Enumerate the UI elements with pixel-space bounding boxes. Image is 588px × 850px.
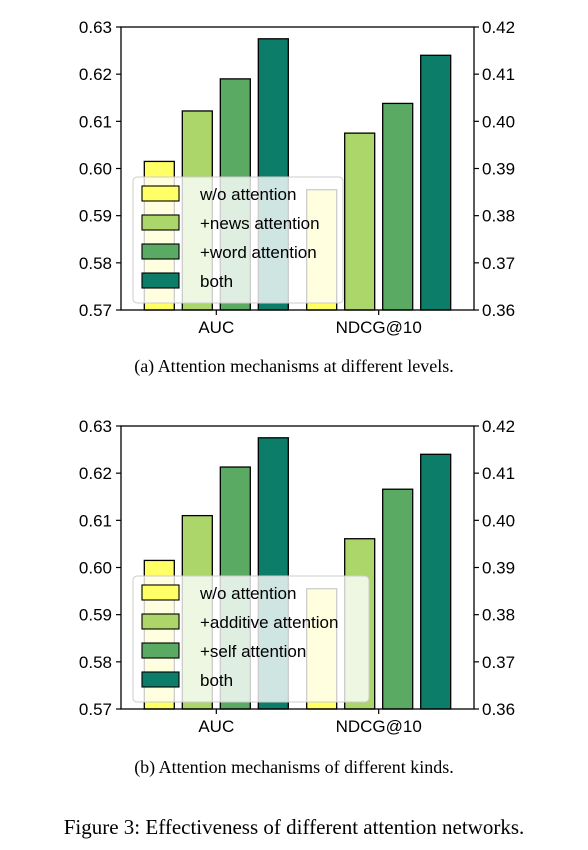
chart-a: 0.57 0.58 0.59 0.60 0.61 0.62 0.63 0.36 0.37 0.38… xyxy=(79,18,515,337)
legend-swatch xyxy=(141,613,180,630)
right-tick-label: 0.37 xyxy=(482,254,515,273)
right-tick-label: 0.36 xyxy=(482,700,515,719)
left-tick-label: 0.61 xyxy=(79,511,112,530)
chart-b: 0.57 0.58 0.59 0.60 0.61 0.62 0.63 0.36 0.37 0.38… xyxy=(79,417,515,736)
right-tick-label: 0.42 xyxy=(482,417,515,436)
left-tick-label: 0.62 xyxy=(79,464,112,483)
legend-swatch xyxy=(141,185,180,202)
legend-label: both xyxy=(200,671,233,690)
bar-ndcg-s2 xyxy=(382,102,414,311)
legend-label: w/o attention xyxy=(199,185,296,204)
right-tick-label: 0.36 xyxy=(482,301,515,320)
figure-caption: Figure 3: Effectiveness of different att… xyxy=(63,815,525,839)
left-tick-label: 0.60 xyxy=(79,160,112,179)
bar-ndcg-s3 xyxy=(420,453,452,710)
left-tick-label: 0.57 xyxy=(79,301,112,320)
left-tick-label: 0.59 xyxy=(79,606,112,625)
left-tick-label: 0.58 xyxy=(79,254,112,273)
left-tick-label: 0.60 xyxy=(79,559,112,578)
right-tick-label: 0.38 xyxy=(482,606,515,625)
left-tick-label: 0.63 xyxy=(79,18,112,37)
right-tick-label: 0.37 xyxy=(482,653,515,672)
legend-label: both xyxy=(200,272,233,291)
legend-label: +additive attention xyxy=(200,613,338,632)
right-tick-label: 0.40 xyxy=(482,112,515,131)
legend-box xyxy=(132,575,370,703)
bar-ndcg-s2 xyxy=(382,488,414,710)
left-tick-label: 0.62 xyxy=(79,65,112,84)
legend-label: +word attention xyxy=(200,243,317,262)
legend-label: +news attention xyxy=(200,214,320,233)
legend-label: w/o attention xyxy=(199,584,296,603)
x-tick-label: NDCG@10 xyxy=(336,318,422,337)
legend-box xyxy=(132,176,344,304)
left-tick-label: 0.59 xyxy=(79,207,112,226)
legend-swatch xyxy=(141,671,180,688)
right-tick-label: 0.41 xyxy=(482,65,515,84)
x-tick-label: AUC xyxy=(198,318,234,337)
legend-swatch xyxy=(141,243,180,260)
right-tick-label: 0.41 xyxy=(482,464,515,483)
x-tick-label: NDCG@10 xyxy=(336,717,422,736)
legend-swatch xyxy=(141,272,180,289)
legend-swatch xyxy=(141,214,180,231)
right-tick-label: 0.39 xyxy=(482,160,515,179)
right-tick-label: 0.40 xyxy=(482,511,515,530)
caption-a: (a) Attention mechanisms at different le… xyxy=(134,356,454,376)
left-tick-label: 0.63 xyxy=(79,417,112,436)
legend-swatch xyxy=(141,584,180,601)
legend-swatch xyxy=(141,642,180,659)
bar-ndcg-s3 xyxy=(420,54,452,311)
legend-label: +self attention xyxy=(200,642,306,661)
left-tick-label: 0.61 xyxy=(79,112,112,131)
caption-b: (b) Attention mechanisms of different ki… xyxy=(134,757,454,777)
left-tick-label: 0.57 xyxy=(79,700,112,719)
right-tick-label: 0.42 xyxy=(482,18,515,37)
right-tick-label: 0.38 xyxy=(482,207,515,226)
x-tick-label: AUC xyxy=(198,717,234,736)
left-tick-label: 0.58 xyxy=(79,653,112,672)
right-tick-label: 0.39 xyxy=(482,559,515,578)
bar-ndcg-s1 xyxy=(344,132,376,311)
